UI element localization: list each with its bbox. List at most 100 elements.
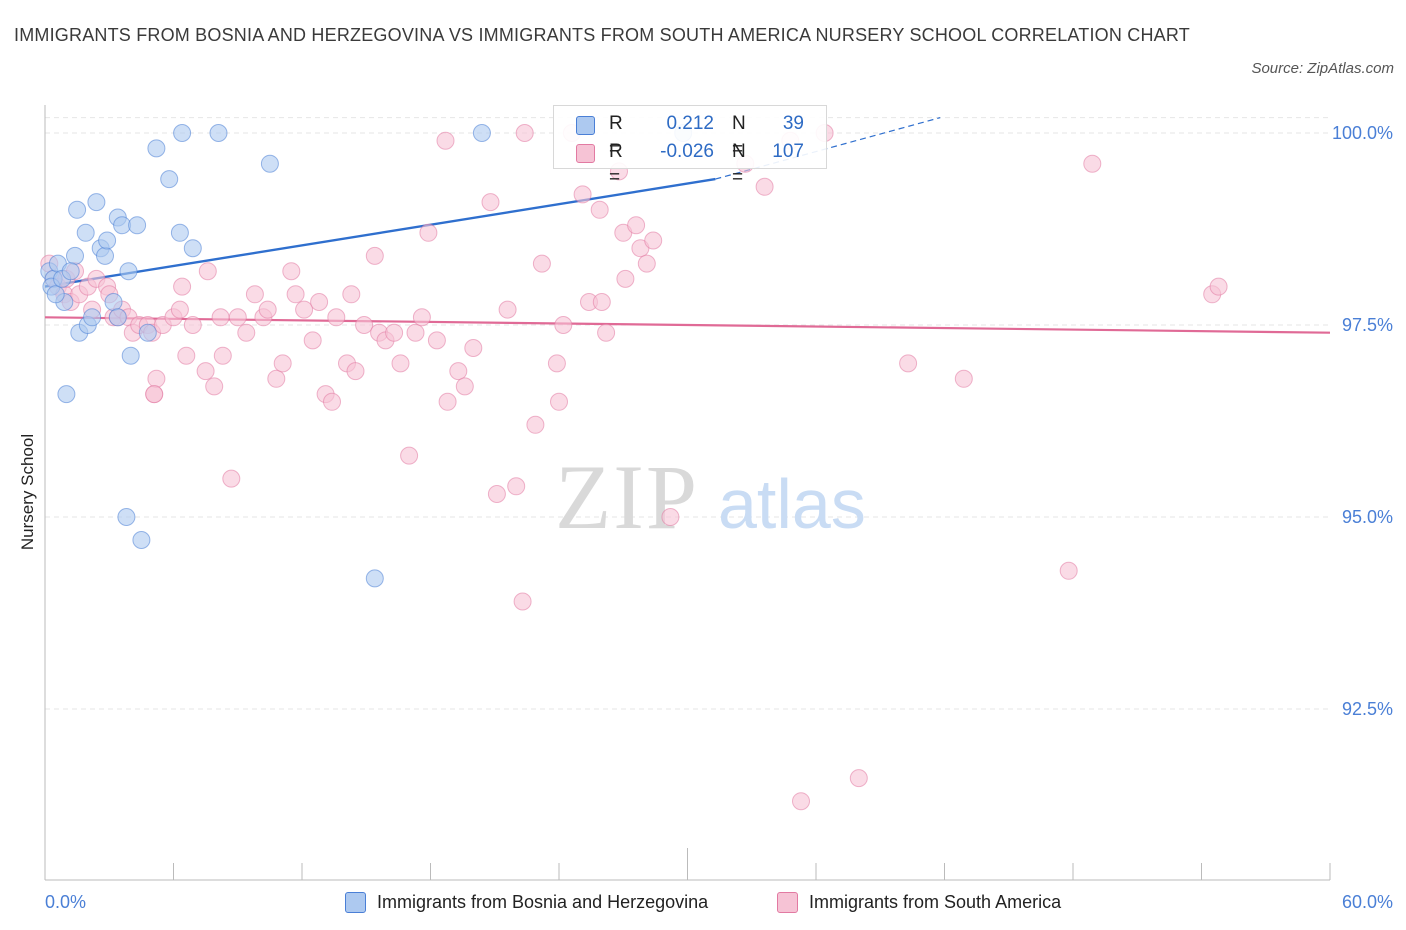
n-value-south-america: 107: [772, 141, 804, 162]
r-label: R =: [609, 113, 623, 160]
point-south-america: [147, 369, 166, 388]
r-value-south-america: -0.026: [660, 141, 714, 162]
point-south-america: [554, 316, 573, 334]
point-south-america: [954, 369, 973, 388]
point-south-america: [438, 392, 457, 411]
point-south-america: [644, 231, 663, 250]
point-south-america: [177, 346, 196, 365]
point-south-america: [273, 354, 292, 373]
point-bosnia: [119, 262, 138, 281]
chart-title: IMMIGRANTS FROM BOSNIA AND HERZEGOVINA V…: [14, 25, 1190, 45]
point-south-america: [1209, 277, 1228, 296]
point-bosnia: [260, 154, 279, 173]
point-south-america: [145, 385, 164, 404]
point-bosnia: [96, 246, 114, 265]
point-south-america: [385, 323, 404, 342]
point-bosnia: [113, 216, 132, 235]
point-south-america: [590, 200, 609, 219]
point-south-america: [205, 377, 224, 396]
gridlines: [45, 117, 1330, 710]
point-bosnia: [160, 170, 179, 189]
n-label: N =: [732, 113, 746, 160]
x-tick-label-max: 60.0%: [1342, 892, 1393, 912]
point-bosnia: [61, 262, 80, 281]
point-south-america: [627, 216, 646, 235]
point-south-america: [573, 185, 592, 204]
point-south-america: [487, 485, 506, 503]
legend-label-south-america: Immigrants from South America: [809, 892, 1062, 912]
trend-line-bosnia-extension: [715, 117, 941, 180]
point-south-america: [342, 285, 361, 304]
point-south-america: [616, 269, 635, 288]
south-america-swatch: [576, 144, 595, 163]
point-bosnia: [183, 239, 202, 258]
point-south-america: [513, 592, 532, 611]
point-south-america: [532, 254, 551, 273]
point-south-america: [1059, 561, 1078, 580]
y-tick-label: 97.5%: [1342, 315, 1393, 335]
point-south-america: [222, 469, 241, 488]
trend-line-bosnia: [44, 177, 716, 288]
n-value-bosnia: 39: [782, 113, 804, 134]
data-points: [40, 124, 1228, 811]
point-south-america: [661, 508, 680, 526]
point-bosnia: [83, 308, 102, 327]
point-south-america: [515, 124, 534, 142]
point-south-america: [498, 300, 517, 319]
point-south-america: [183, 316, 202, 334]
point-south-america: [406, 323, 425, 342]
point-bosnia: [104, 293, 123, 311]
point-south-america: [355, 316, 374, 334]
watermark-atlas: atlas: [718, 465, 866, 543]
point-bosnia: [68, 200, 87, 219]
point-bosnia: [170, 223, 189, 242]
legend-swatch-bosnia: [345, 892, 366, 913]
point-south-america: [899, 354, 918, 373]
source-label: Source: ZipAtlas.com: [1251, 60, 1394, 77]
point-south-america: [211, 308, 230, 327]
n-label: N =: [732, 141, 746, 188]
point-south-america: [792, 792, 810, 811]
point-south-america: [391, 354, 410, 373]
point-south-america: [323, 392, 341, 411]
point-south-america: [245, 285, 264, 304]
point-south-america: [198, 262, 217, 281]
point-south-america: [755, 177, 774, 196]
point-south-america: [213, 346, 232, 365]
point-south-america: [282, 262, 301, 281]
point-bosnia: [66, 246, 84, 265]
point-bosnia: [132, 531, 151, 549]
watermark: ZIP atlas: [555, 446, 866, 548]
point-south-america: [295, 300, 314, 319]
legend-swatch-south-america: [777, 892, 798, 913]
point-south-america: [526, 415, 545, 434]
point-south-america: [592, 293, 611, 311]
x-tick-label-min: 0.0%: [45, 892, 86, 912]
point-bosnia: [209, 124, 228, 142]
point-south-america: [286, 285, 305, 304]
point-south-america: [419, 223, 438, 242]
point-south-america: [547, 354, 566, 373]
point-south-america: [170, 300, 189, 319]
point-bosnia: [46, 285, 65, 304]
point-south-america: [597, 323, 616, 342]
point-bosnia: [76, 223, 95, 242]
point-south-america: [481, 193, 500, 212]
point-south-america: [258, 300, 277, 319]
y-tick-label: 92.5%: [1342, 699, 1393, 719]
point-bosnia: [173, 124, 192, 142]
point-south-america: [173, 277, 192, 296]
r-value-bosnia: 0.212: [666, 113, 714, 134]
y-tick-label: 100.0%: [1332, 123, 1393, 143]
point-south-america: [849, 769, 868, 788]
point-bosnia: [472, 124, 491, 142]
point-south-america: [507, 477, 526, 496]
point-south-america: [228, 308, 247, 327]
point-south-america: [436, 131, 455, 150]
point-south-america: [412, 308, 431, 327]
point-south-america: [346, 362, 365, 381]
tick-labels: 92.5% 95.0% 97.5% 100.0% 0.0% 60.0%: [45, 123, 1393, 912]
point-south-america: [427, 331, 446, 350]
point-south-america: [1083, 154, 1102, 173]
